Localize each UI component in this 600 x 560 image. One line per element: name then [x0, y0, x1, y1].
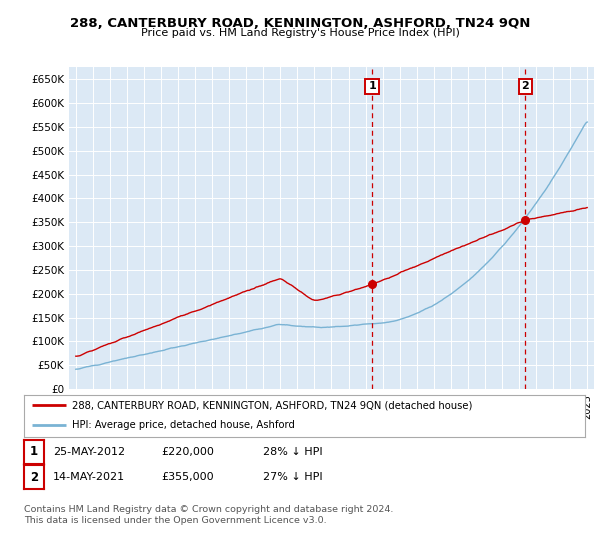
Text: HPI: Average price, detached house, Ashford: HPI: Average price, detached house, Ashf…	[71, 420, 295, 430]
Text: Price paid vs. HM Land Registry's House Price Index (HPI): Price paid vs. HM Land Registry's House …	[140, 28, 460, 38]
Text: 2: 2	[521, 81, 529, 91]
Text: 25-MAY-2012: 25-MAY-2012	[53, 447, 125, 457]
Text: 1: 1	[368, 81, 376, 91]
Text: 288, CANTERBURY ROAD, KENNINGTON, ASHFORD, TN24 9QN: 288, CANTERBURY ROAD, KENNINGTON, ASHFOR…	[70, 17, 530, 30]
Text: 288, CANTERBURY ROAD, KENNINGTON, ASHFORD, TN24 9QN (detached house): 288, CANTERBURY ROAD, KENNINGTON, ASHFOR…	[71, 400, 472, 410]
Text: £220,000: £220,000	[161, 447, 214, 457]
Text: 14-MAY-2021: 14-MAY-2021	[53, 472, 125, 482]
Text: £355,000: £355,000	[161, 472, 214, 482]
Text: 2: 2	[30, 470, 38, 484]
Text: 1: 1	[30, 445, 38, 459]
Text: Contains HM Land Registry data © Crown copyright and database right 2024.
This d: Contains HM Land Registry data © Crown c…	[24, 505, 394, 525]
Text: 28% ↓ HPI: 28% ↓ HPI	[263, 447, 322, 457]
Text: 27% ↓ HPI: 27% ↓ HPI	[263, 472, 322, 482]
